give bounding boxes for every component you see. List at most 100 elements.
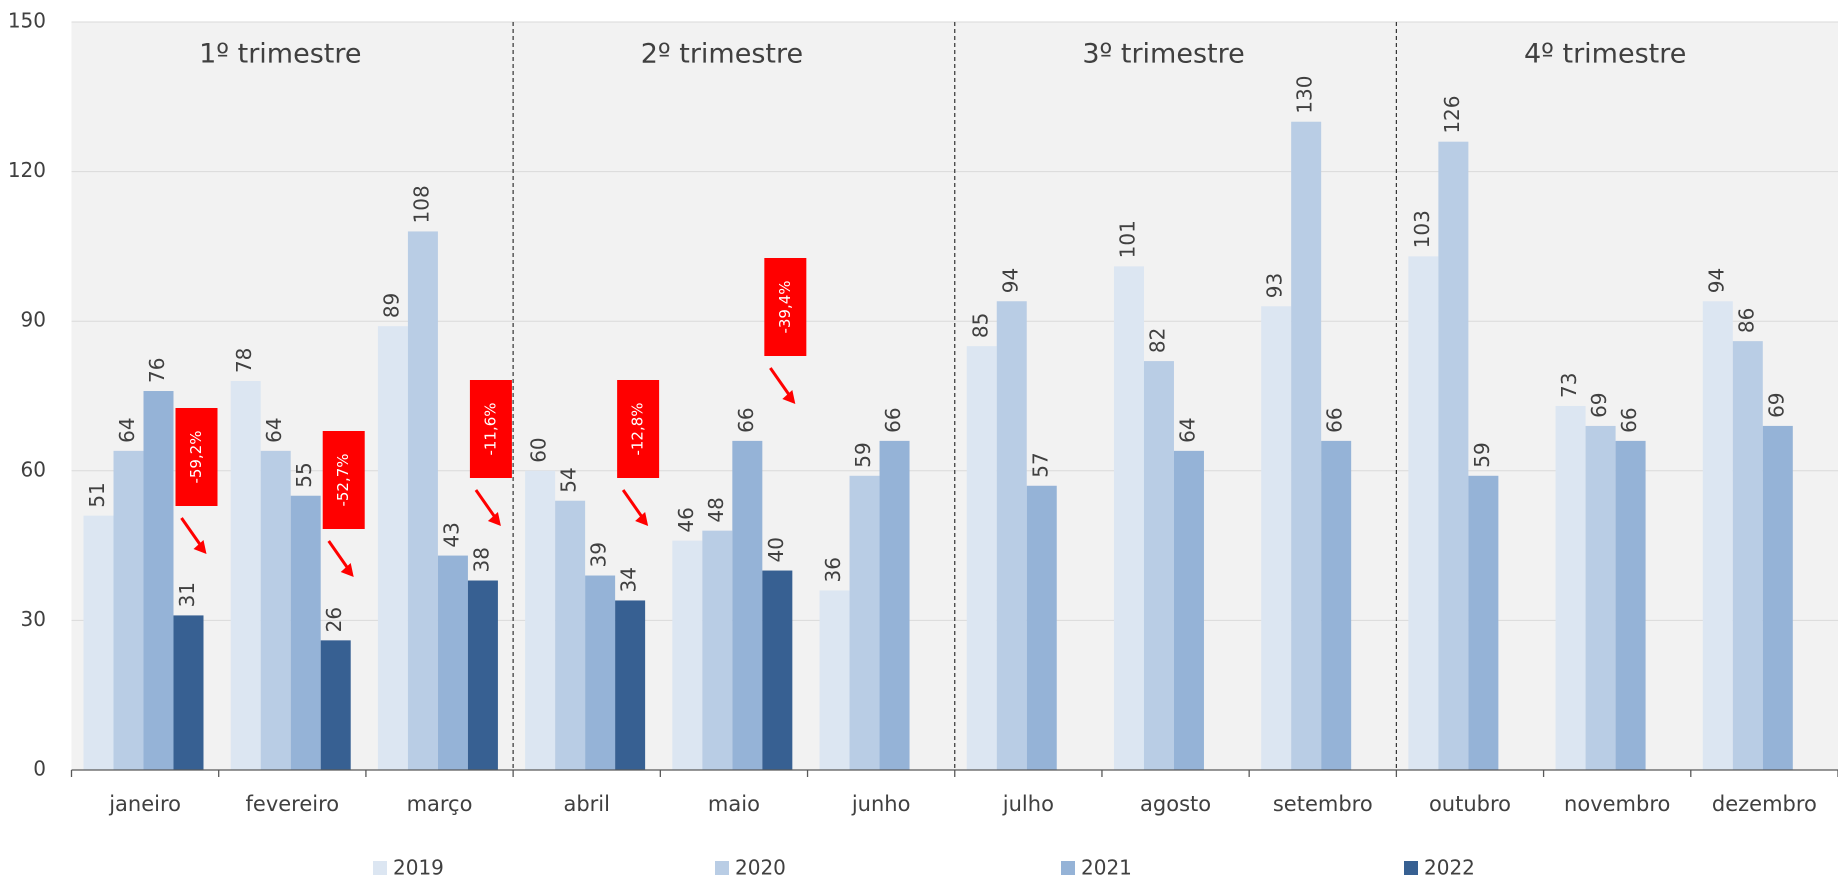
bar xyxy=(1261,306,1292,770)
value-label: 57 xyxy=(1028,452,1052,477)
x-tick-label: setembro xyxy=(1273,792,1373,816)
bar xyxy=(1468,475,1499,770)
change-arrow xyxy=(769,367,793,399)
value-label: 93 xyxy=(1263,273,1287,298)
value-label: 64 xyxy=(1175,417,1199,442)
legend-label: 2022 xyxy=(1424,856,1475,880)
value-label: 66 xyxy=(1617,407,1641,432)
y-tick-label: 0 xyxy=(33,757,46,781)
value-label: 66 xyxy=(734,407,758,432)
x-tick-label: junho xyxy=(851,792,911,816)
bar xyxy=(615,600,646,770)
value-label: 85 xyxy=(968,313,992,338)
change-label: -12,8% xyxy=(629,402,647,455)
x-tick-label: maio xyxy=(708,792,760,816)
bar xyxy=(879,440,910,770)
bar xyxy=(1143,361,1174,770)
bar xyxy=(290,495,321,770)
value-label: 86 xyxy=(1734,308,1758,333)
change-label: -52,7% xyxy=(334,453,352,506)
y-tick-label: 60 xyxy=(21,457,46,481)
bar xyxy=(260,450,291,770)
change-arrow xyxy=(180,517,204,549)
legend-label: 2020 xyxy=(735,856,786,880)
value-label: 40 xyxy=(764,537,788,562)
bar xyxy=(702,530,733,770)
bar xyxy=(1408,256,1439,771)
bar xyxy=(407,231,438,770)
change-box xyxy=(469,380,512,478)
bar xyxy=(173,615,204,770)
change-label: -11,6% xyxy=(481,402,499,455)
legend-swatch xyxy=(715,861,729,875)
change-arrowhead xyxy=(635,512,649,526)
value-label: 54 xyxy=(557,467,581,492)
bar xyxy=(143,391,174,770)
change-arrow xyxy=(327,540,351,572)
value-label: 78 xyxy=(232,348,256,373)
value-label: 69 xyxy=(1587,392,1611,417)
bar xyxy=(1585,425,1616,770)
bar xyxy=(1321,440,1352,770)
value-label: 82 xyxy=(1145,328,1169,353)
legend-label: 2021 xyxy=(1081,856,1132,880)
value-label: 89 xyxy=(379,293,403,318)
value-label: 51 xyxy=(85,482,109,507)
change-box xyxy=(764,258,807,356)
bar xyxy=(1762,425,1793,770)
bar xyxy=(467,580,498,770)
bar xyxy=(230,381,261,770)
value-label: 66 xyxy=(881,407,905,432)
bar xyxy=(966,346,997,770)
bar xyxy=(996,301,1027,770)
value-label: 76 xyxy=(145,358,169,383)
value-label: 64 xyxy=(262,417,286,442)
y-tick-label: 90 xyxy=(21,308,46,332)
bar xyxy=(1615,440,1646,770)
bar xyxy=(1291,121,1322,770)
legend-label: 2019 xyxy=(393,856,444,880)
x-tick-label: julho xyxy=(1002,792,1054,816)
bar xyxy=(1113,266,1144,770)
x-tick-label: novembro xyxy=(1564,792,1670,816)
value-label: 48 xyxy=(704,497,728,522)
x-tick-label: fevereiro xyxy=(246,792,340,816)
value-label: 55 xyxy=(292,462,316,487)
bar xyxy=(1438,141,1469,770)
change-arrowhead xyxy=(193,540,207,554)
legend-swatch xyxy=(373,861,387,875)
value-label: 39 xyxy=(587,542,611,567)
change-box xyxy=(617,380,660,478)
bar xyxy=(437,555,468,770)
bar xyxy=(113,450,144,770)
bar xyxy=(1702,301,1733,770)
quarter-label: 2º trimestre xyxy=(641,39,803,70)
quarter-label: 3º trimestre xyxy=(1082,39,1244,70)
x-tick-label: dezembro xyxy=(1712,792,1817,816)
legend-swatch xyxy=(1404,861,1418,875)
x-tick-label: abril xyxy=(563,792,610,816)
value-label: 94 xyxy=(1704,268,1728,293)
value-label: 36 xyxy=(821,557,845,582)
value-label: 73 xyxy=(1557,373,1581,398)
value-label: 46 xyxy=(674,507,698,532)
value-label: 126 xyxy=(1440,95,1464,133)
change-label: -59,2% xyxy=(187,430,205,483)
change-arrowhead xyxy=(340,563,354,577)
value-label: 130 xyxy=(1293,76,1317,114)
value-label: 59 xyxy=(851,442,875,467)
bar xyxy=(377,326,408,770)
bar xyxy=(1555,405,1586,770)
value-label: 38 xyxy=(469,547,493,572)
bar xyxy=(732,440,763,770)
value-label: 26 xyxy=(322,607,346,632)
change-box xyxy=(322,431,365,529)
value-label: 94 xyxy=(998,268,1022,293)
x-tick-label: outubro xyxy=(1429,792,1511,816)
value-label: 66 xyxy=(1323,407,1347,432)
legend-swatch xyxy=(1061,861,1075,875)
value-label: 69 xyxy=(1764,392,1788,417)
y-tick-label: 120 xyxy=(8,158,46,182)
bar xyxy=(585,575,616,770)
